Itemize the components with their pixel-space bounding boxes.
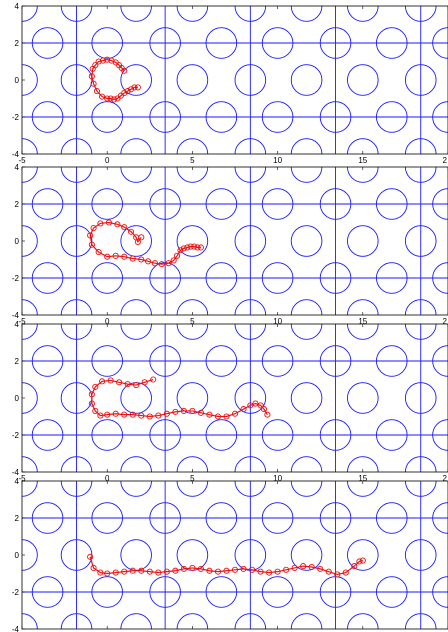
y-tick-label: -4 — [12, 625, 20, 632]
y-tick-label: -4 — [12, 468, 20, 477]
x-tick-label: 15 — [358, 156, 367, 165]
obstacle-circle — [347, 383, 378, 414]
x-tick-label: 2 — [443, 156, 448, 165]
x-tick-label: 2 — [443, 317, 448, 326]
chart-panel-2: -5 0 5 10 15 2 -4 -2 0 2 4 — [7, 152, 448, 331]
y-tick-label: -2 — [12, 431, 20, 440]
y-tick-label: -2 — [12, 113, 20, 122]
y-tick-label: -4 — [12, 311, 20, 320]
x-tick-label: -5 — [18, 156, 26, 165]
y-tick-label: -4 — [12, 150, 20, 159]
y-tick-label: -2 — [12, 274, 20, 283]
chart-panel-1: -5 0 5 10 15 2 -4 -2 0 2 4 — [7, 0, 448, 169]
y-tick-label: 2 — [15, 39, 20, 48]
obstacle-circle — [121, 226, 152, 257]
plot-area — [7, 152, 448, 331]
obstacle-circle — [291, 226, 322, 257]
y-tick-label: 4 — [15, 2, 20, 11]
trajectory-point — [139, 235, 144, 240]
obstacle-circle — [177, 226, 208, 257]
y-tick-label: 4 — [15, 477, 20, 486]
y-tick-label: 4 — [15, 320, 20, 329]
obstacle-circle — [347, 0, 378, 21]
plot-area — [7, 309, 448, 488]
obstacle-circle — [177, 65, 208, 96]
x-tick-label: 2 — [443, 474, 448, 483]
chart-panel-3: -5 0 5 10 15 2 -4 -2 0 2 4 — [7, 309, 448, 488]
obstacle-circle — [347, 65, 378, 96]
y-tick-label: 2 — [15, 357, 20, 366]
plot-area — [7, 466, 448, 632]
obstacle-circle — [291, 65, 322, 96]
obstacle-circle — [121, 0, 152, 21]
y-tick-label: 0 — [15, 237, 20, 246]
obstacle-circle — [177, 0, 208, 21]
y-tick-label: 0 — [15, 551, 20, 560]
x-tick-label: 5 — [190, 156, 195, 165]
y-tick-label: 0 — [15, 394, 20, 403]
trajectory-line — [90, 557, 363, 575]
obstacle-circle — [121, 540, 152, 571]
y-tick-label: 4 — [15, 163, 20, 172]
x-tick-label: 10 — [273, 156, 282, 165]
chart-panel-4: -50510152-4-2024 — [7, 466, 448, 632]
y-tick-label: 0 — [15, 76, 20, 85]
obstacle-circle — [291, 383, 322, 414]
y-tick-label: 2 — [15, 514, 20, 523]
plot-area — [7, 0, 448, 169]
obstacle-circle — [291, 0, 322, 21]
y-tick-label: -2 — [12, 588, 20, 597]
obstacle-circle — [347, 226, 378, 257]
x-tick-label: 0 — [105, 156, 110, 165]
y-tick-label: 2 — [15, 200, 20, 209]
